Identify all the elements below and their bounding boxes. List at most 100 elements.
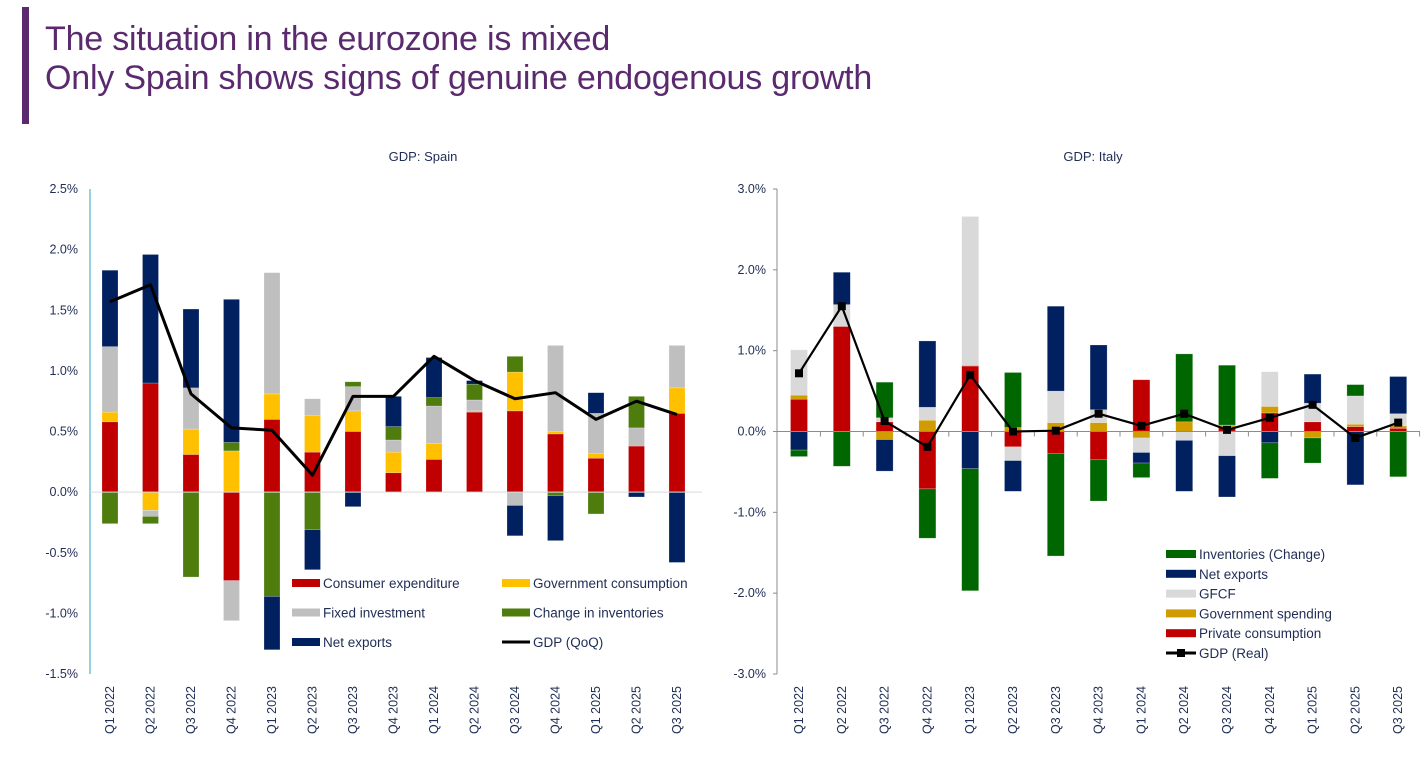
bar-segment-consumer-expenditure bbox=[628, 445, 645, 493]
bar-segment-gfcf bbox=[1261, 371, 1279, 407]
bar-segment-government-consumption bbox=[506, 371, 524, 412]
x-tick-label: Q1 2022 bbox=[103, 686, 117, 734]
bar-segment-change-in-inventories bbox=[547, 491, 564, 497]
bar-segment-gfcf bbox=[1218, 431, 1236, 457]
legend-marker-gdp-real bbox=[1177, 649, 1185, 657]
legend-swatch-private-consumption bbox=[1166, 629, 1196, 638]
spain-gdp-chart: GDP: Spain -1.5% -1.0% -0.5% 0.0% 0.5% 1.0% 1.… bbox=[45, 149, 702, 734]
bar-segment-net-exports bbox=[1047, 305, 1065, 392]
y-tick-label: 1.5% bbox=[50, 303, 79, 317]
x-tick-label: Q4 2024 bbox=[1263, 686, 1277, 734]
bar-segment-consumer-expenditure bbox=[425, 459, 443, 493]
legend-swatch-gfcf bbox=[1166, 589, 1196, 598]
bar-segment-net-exports bbox=[961, 431, 980, 469]
italy-gdp-chart: GDP: Italy -3.0% -2.0% -1.0% 0.0% 1.0% 2.0% 3.… bbox=[733, 149, 1421, 734]
bar-segment-inventories-change bbox=[1218, 364, 1236, 426]
bar-segment-government-spending bbox=[918, 419, 937, 432]
bar-segment-fixed-investment bbox=[425, 405, 443, 444]
gdp-line-marker bbox=[1223, 425, 1231, 434]
bar-segment-fixed-investment bbox=[142, 510, 159, 517]
bar-segment-consumer-expenditure bbox=[547, 433, 564, 493]
x-tick-label: Q1 2025 bbox=[1306, 686, 1320, 734]
x-tick-label: Q2 2025 bbox=[630, 686, 644, 734]
bar-segment-consumer-expenditure bbox=[587, 457, 605, 493]
bar-segment-net-exports bbox=[223, 299, 240, 443]
y-tick-label: -2.0% bbox=[733, 586, 766, 600]
x-tick-label: Q1 2022 bbox=[792, 686, 806, 734]
x-tick-label: Q2 2022 bbox=[144, 686, 158, 734]
bar-segment-inventories-change bbox=[832, 431, 851, 467]
bar-segment-change-in-inventories bbox=[304, 491, 321, 531]
y-tick-label: 3.0% bbox=[738, 182, 767, 196]
bar-segment-consumer-expenditure bbox=[223, 491, 240, 581]
bar-segment-fixed-investment bbox=[263, 272, 281, 395]
bar-segment-inventories-change bbox=[1303, 437, 1322, 464]
bar-segment-fixed-investment bbox=[101, 346, 119, 413]
bar-segment-government-consumption bbox=[425, 443, 443, 460]
legend-label-gdp-qoq: GDP (QoQ) bbox=[533, 635, 603, 650]
bar-segment-net-exports bbox=[182, 308, 200, 389]
bar-segment-inventories-change bbox=[790, 449, 808, 457]
bar-segment-net-exports bbox=[587, 392, 605, 414]
bar-segment-government-spending bbox=[1089, 422, 1108, 432]
legend-swatch-consumer-expenditure bbox=[292, 579, 320, 587]
bar-segment-gfcf bbox=[1047, 390, 1065, 423]
bar-segment-government-consumption bbox=[344, 410, 362, 432]
x-tick-label: Q1 2023 bbox=[963, 686, 977, 734]
x-tick-label: Q2 2024 bbox=[1177, 686, 1191, 734]
bar-segment-fixed-investment bbox=[223, 580, 240, 621]
bar-segment-government-consumption bbox=[182, 428, 200, 455]
bar-segment-government-spending bbox=[790, 394, 808, 400]
bar-segment-fixed-investment bbox=[304, 398, 321, 417]
legend-label-inventories-change: Inventories (Change) bbox=[1199, 547, 1325, 562]
bar-segment-inventories-change bbox=[1004, 372, 1022, 428]
gdp-line-marker bbox=[1180, 409, 1189, 418]
bar-segment-consumer-expenditure bbox=[344, 431, 362, 493]
x-tick-label: Q4 2023 bbox=[1092, 686, 1106, 734]
x-tick-label: Q2 2025 bbox=[1348, 686, 1362, 734]
y-tick-label: -0.5% bbox=[45, 546, 78, 560]
x-tick-label: Q3 2023 bbox=[1049, 686, 1063, 734]
bar-segment-inventories-change bbox=[1261, 442, 1279, 479]
bar-segment-inventories-change bbox=[1047, 453, 1065, 557]
bar-segment-government-consumption bbox=[142, 491, 159, 511]
bar-segment-net-exports bbox=[1132, 452, 1151, 464]
bar-segment-fixed-investment bbox=[547, 345, 564, 432]
bar-segment-change-in-inventories bbox=[101, 491, 119, 524]
gdp-line-marker bbox=[1351, 433, 1360, 442]
gdp-line-marker bbox=[880, 416, 889, 425]
gdp-line-marker bbox=[1094, 409, 1103, 418]
bar-segment-private-consumption bbox=[1303, 421, 1322, 432]
legend-label-net-exports: Net exports bbox=[1199, 567, 1268, 582]
x-tick-label: Q4 2024 bbox=[549, 686, 563, 734]
bar-segment-government-consumption bbox=[263, 393, 281, 420]
y-tick-label: 1.0% bbox=[50, 364, 79, 378]
bar-segment-inventories-change bbox=[961, 468, 980, 592]
bar-segment-net-exports bbox=[918, 340, 937, 408]
x-tick-label: Q3 2024 bbox=[508, 686, 522, 734]
x-tick-label: Q3 2025 bbox=[1391, 686, 1405, 734]
bar-segment-net-exports bbox=[142, 254, 159, 384]
bar-segment-private-consumption bbox=[918, 431, 937, 490]
gdp-line bbox=[109, 283, 678, 477]
bar-segment-change-in-inventories bbox=[344, 381, 362, 387]
y-tick-label: -1.5% bbox=[45, 667, 78, 681]
legend-swatch-government-spending bbox=[1166, 609, 1196, 618]
bar-segment-inventories-change bbox=[875, 381, 894, 419]
x-tick-label: Q1 2024 bbox=[427, 686, 441, 734]
x-tick-label: Q4 2022 bbox=[225, 686, 239, 734]
bar-segment-change-in-inventories bbox=[263, 491, 281, 597]
y-tick-label: -1.0% bbox=[45, 606, 78, 620]
bar-segment-private-consumption bbox=[1089, 431, 1108, 461]
title-accent-bar bbox=[22, 7, 29, 124]
bar-segment-net-exports bbox=[344, 491, 362, 507]
gdp-line-marker bbox=[966, 370, 975, 379]
bar-segment-government-spending bbox=[1303, 431, 1322, 439]
legend-label-net-exports: Net exports bbox=[323, 635, 392, 650]
bar-segment-net-exports bbox=[1303, 373, 1322, 404]
legend-label-change-in-inventories: Change in inventories bbox=[533, 606, 664, 621]
legend-label-private-consumption: Private consumption bbox=[1199, 626, 1321, 641]
bar-segment-net-exports bbox=[385, 396, 402, 427]
italy-chart-title: GDP: Italy bbox=[1063, 149, 1123, 164]
